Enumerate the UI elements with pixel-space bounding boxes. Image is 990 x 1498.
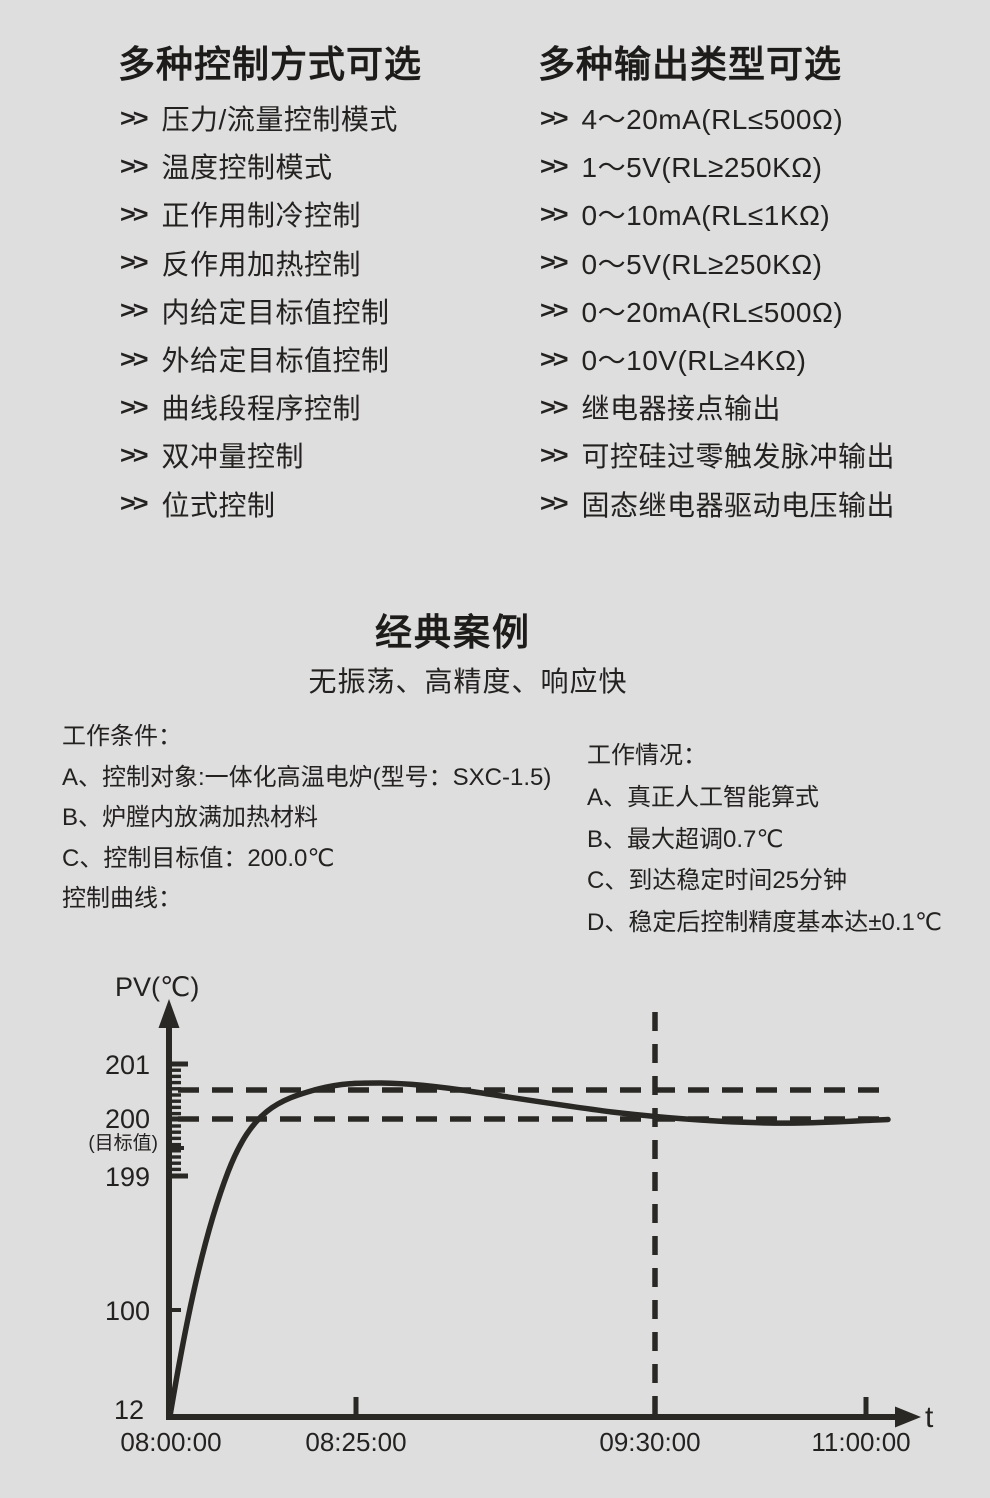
list-item: >> 固态继电器驱动电压输出 <box>540 480 895 528</box>
y-tick-199: 199 <box>105 1162 150 1192</box>
chevron-bullet-icon: >> <box>540 248 568 276</box>
list-item-label: 可控硅过零触发脉冲输出 <box>581 441 896 473</box>
x-tick-09-30: 09:30:00 <box>599 1427 700 1457</box>
list-item-label: 双冲量控制 <box>161 441 305 473</box>
list-item-label: 0～10V(RL≥4KΩ) <box>581 345 807 377</box>
case-section-subtitle: 无振荡、高精度、响应快 <box>308 666 628 697</box>
x-axis-ticks <box>353 1397 869 1415</box>
list-item: >> 反作用加热控制 <box>120 239 398 287</box>
y-tick-100: 100 <box>105 1296 150 1326</box>
conditions-heading: 工作条件： <box>62 723 182 750</box>
condition-item: C、控制目标值：200.0℃ <box>62 844 335 872</box>
list-item: >> 内给定目标值控制 <box>120 287 398 335</box>
list-item-label: 反作用加热控制 <box>161 248 362 280</box>
chevron-bullet-icon: >> <box>540 441 568 469</box>
list-item-label: 温度控制模式 <box>161 152 333 184</box>
control-modes-list: >> 压力/流量控制模式 >> 温度控制模式 >> 正作用制冷控制 >> 反作用加热控制… <box>120 94 398 528</box>
list-item-label: 4～20mA(RL≤500Ω) <box>581 104 844 136</box>
chevron-bullet-icon: >> <box>120 344 148 373</box>
y-tick-12: 12 <box>114 1395 144 1425</box>
list-item-label: 0～20mA(RL≤500Ω) <box>581 296 844 328</box>
y-axis-major-ticks <box>172 1061 188 1312</box>
result-item: A、真正人工智能算式 <box>587 783 820 811</box>
x-tick-11-00: 11:00:00 <box>811 1427 910 1457</box>
chevron-bullet-icon: >> <box>120 489 148 517</box>
list-item: >> 外给定目标值控制 <box>120 335 398 383</box>
list-item: >> 双冲量控制 <box>120 431 398 479</box>
list-item-label: 内给定目标值控制 <box>161 296 390 328</box>
chevron-bullet-icon: >> <box>120 103 148 132</box>
working-conditions-block: 工作条件： A、控制对象:一体化高温电炉(型号：SXC-1.5) B、炉膛内放满… <box>62 717 551 920</box>
result-item: B、最大超调0.7℃ <box>587 825 784 853</box>
chevron-bullet-icon: >> <box>120 152 148 180</box>
output-types-list: >> 4～20mA(RL≤500Ω) >> 1～5V(RL≥250KΩ) >> 0～1… <box>540 94 895 528</box>
chevron-bullet-icon: >> <box>540 152 568 180</box>
result-item: C、到达稳定时间25分钟 <box>587 867 848 895</box>
pv-curve <box>167 1080 891 1419</box>
list-item: >> 温度控制模式 <box>120 142 398 190</box>
y-tick-201: 201 <box>105 1050 150 1080</box>
y-axis-arrow-icon <box>158 999 180 1028</box>
chevron-bullet-icon: >> <box>540 344 568 373</box>
list-item-label: 位式控制 <box>161 489 276 521</box>
x-axis-label: t <box>925 1401 934 1434</box>
working-results-block: 工作情况： A、真正人工智能算式 B、最大超调0.7℃ C、到达稳定时间25分钟… <box>587 735 942 944</box>
list-item-label: 固态继电器驱动电压输出 <box>581 489 896 521</box>
list-item-label: 0～10mA(RL≤1KΩ) <box>581 200 831 232</box>
list-item: >> 0～10V(RL≥4KΩ) <box>540 335 895 383</box>
condition-item: B、炉膛内放满加热材料 <box>62 804 319 832</box>
chevron-bullet-icon: >> <box>540 296 568 325</box>
chevron-bullet-icon: >> <box>120 296 148 325</box>
list-item: >> 0～5V(RL≥250KΩ) <box>540 239 895 287</box>
case-section-title: 经典案例 <box>375 612 531 653</box>
target-value-label: (目标值) <box>88 1132 158 1154</box>
list-item: >> 位式控制 <box>120 480 398 528</box>
list-item-label: 1～5V(RL≥250KΩ) <box>581 152 823 184</box>
chevron-bullet-icon: >> <box>540 103 568 132</box>
x-axis-arrow-icon <box>895 1406 921 1428</box>
condition-item: A、控制对象:一体化高温电炉(型号：SXC-1.5) <box>62 763 552 791</box>
list-item: >> 4～20mA(RL≤500Ω) <box>540 94 895 142</box>
list-item-label: 压力/流量控制模式 <box>161 104 398 136</box>
output-types-title: 多种输出类型可选 <box>538 44 842 85</box>
chevron-bullet-icon: >> <box>120 248 148 276</box>
list-item: >> 继电器接点输出 <box>540 383 895 431</box>
chevron-bullet-icon: >> <box>540 200 568 228</box>
y-tick-200: 200 <box>105 1104 150 1134</box>
list-item: >> 0～20mA(RL≤500Ω) <box>540 287 895 335</box>
result-item: D、稳定后控制精度基本达±0.1℃ <box>587 909 942 937</box>
control-curve-chart: PV(℃) 201 200 (目标值) 199 100 12 08:00:00 … <box>88 972 934 1457</box>
list-item: >> 1～5V(RL≥250KΩ) <box>540 142 895 190</box>
list-item-label: 曲线段程序控制 <box>161 393 362 425</box>
list-item-label: 0～5V(RL≥250KΩ) <box>581 248 823 280</box>
y-axis-label: PV(℃) <box>115 972 199 1002</box>
list-item: >> 压力/流量控制模式 <box>120 94 398 142</box>
chevron-bullet-icon: >> <box>120 392 148 421</box>
control-curve-caption: 控制曲线： <box>62 885 182 913</box>
list-item: >> 可控硅过零触发脉冲输出 <box>540 431 895 479</box>
chevron-bullet-icon: >> <box>540 392 568 421</box>
x-tick-08-00: 08:00:00 <box>120 1427 221 1457</box>
control-modes-title: 多种控制方式可选 <box>118 44 422 85</box>
results-heading: 工作情况： <box>587 742 707 769</box>
list-item: >> 0～10mA(RL≤1KΩ) <box>540 190 895 238</box>
list-item-label: 继电器接点输出 <box>581 393 782 425</box>
list-item-label: 正作用制冷控制 <box>161 200 362 232</box>
list-item: >> 正作用制冷控制 <box>120 190 398 238</box>
list-item-label: 外给定目标值控制 <box>161 345 390 377</box>
chevron-bullet-icon: >> <box>120 441 148 469</box>
list-item: >> 曲线段程序控制 <box>120 383 398 431</box>
chevron-bullet-icon: >> <box>540 489 568 517</box>
x-tick-08-25: 08:25:00 <box>305 1427 406 1457</box>
chevron-bullet-icon: >> <box>120 200 148 228</box>
